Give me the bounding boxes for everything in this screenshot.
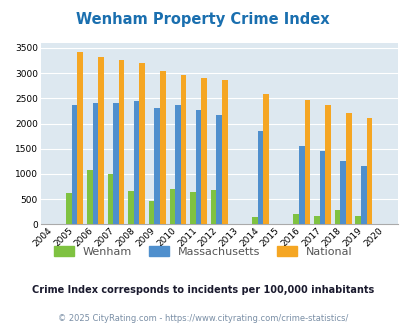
Bar — [222, 81, 227, 224]
Bar — [77, 52, 83, 224]
Bar — [210, 190, 216, 224]
Bar — [87, 171, 92, 224]
Bar — [252, 216, 257, 224]
Bar — [298, 146, 304, 224]
Bar — [334, 210, 339, 224]
Bar — [128, 191, 134, 224]
Bar — [201, 78, 207, 224]
Text: Wenham Property Crime Index: Wenham Property Crime Index — [76, 12, 329, 26]
Bar — [319, 151, 324, 224]
Bar — [66, 193, 72, 224]
Bar — [339, 161, 345, 224]
Bar — [154, 108, 160, 224]
Bar — [366, 118, 371, 224]
Bar — [304, 100, 309, 224]
Bar — [98, 56, 103, 224]
Bar — [354, 216, 360, 224]
Bar — [160, 71, 165, 224]
Bar — [313, 216, 319, 224]
Bar — [175, 105, 180, 224]
Bar — [92, 103, 98, 224]
Bar — [195, 111, 201, 224]
Bar — [169, 189, 175, 224]
Bar — [190, 192, 195, 224]
Bar — [345, 113, 351, 224]
Bar — [119, 60, 124, 224]
Bar — [107, 174, 113, 224]
Bar — [216, 115, 222, 224]
Bar — [139, 63, 145, 224]
Bar — [72, 105, 77, 224]
Bar — [134, 101, 139, 224]
Bar — [360, 166, 366, 224]
Text: Crime Index corresponds to incidents per 100,000 inhabitants: Crime Index corresponds to incidents per… — [32, 285, 373, 295]
Text: © 2025 CityRating.com - https://www.cityrating.com/crime-statistics/: © 2025 CityRating.com - https://www.city… — [58, 314, 347, 323]
Bar — [257, 131, 263, 224]
Bar — [263, 94, 268, 224]
Bar — [293, 214, 298, 224]
Bar — [324, 105, 330, 224]
Bar — [113, 103, 119, 224]
Bar — [149, 201, 154, 224]
Bar — [180, 75, 186, 224]
Legend: Wenham, Massachusetts, National: Wenham, Massachusetts, National — [49, 242, 356, 261]
